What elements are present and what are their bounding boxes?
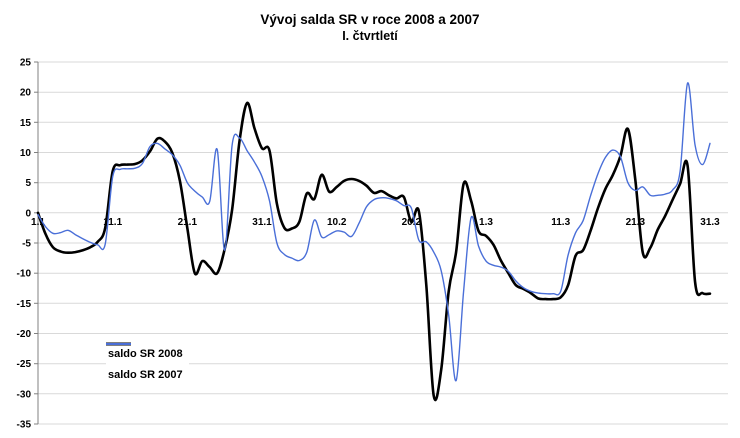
x-tick-label-11.3: 11.3 (551, 217, 570, 228)
x-tick-label-11.1: 11.1 (103, 217, 122, 228)
x-tick-label-1.1: 1.1 (31, 217, 45, 228)
y-tick-label-25: 25 (20, 58, 32, 69)
y-tick-label--5: -5 (22, 239, 31, 250)
chart-title: Vývoj salda SR v roce 2008 a 2007 (260, 12, 480, 27)
y-tick-label-10: 10 (20, 148, 32, 159)
y-tick-label--10: -10 (17, 269, 32, 280)
chart-subtitle: I. čtvrtletí (342, 29, 398, 43)
x-tick-label-10.2: 10.2 (327, 217, 347, 228)
legend: saldo SR 2008 saldo SR 2007 (106, 341, 189, 387)
y-tick-label-15: 15 (20, 118, 32, 129)
x-tick-label-31.3: 31.3 (700, 217, 720, 228)
y-tick-label--20: -20 (17, 329, 32, 340)
x-tick-label-31.1: 31.1 (252, 217, 272, 228)
y-tick-label-5: 5 (25, 178, 31, 189)
y-tick-label--30: -30 (17, 389, 32, 400)
y-tick-label-0: 0 (25, 208, 31, 219)
x-tick-label-21.3: 21.3 (626, 217, 646, 228)
series-line-saldo-SR-2007 (37, 82, 711, 382)
y-tick-label--35: -35 (17, 420, 32, 431)
y-tick-label-20: 20 (20, 88, 32, 99)
legend-item-saldo-2007: saldo SR 2007 (106, 343, 183, 385)
legend-label-2007: saldo SR 2007 (108, 368, 183, 381)
y-tick-label--15: -15 (17, 299, 32, 310)
y-tick-label--25: -25 (17, 359, 32, 370)
legend-line-sample-2007 (106, 343, 131, 345)
series-line-saldo-SR-2008 (36, 101, 712, 402)
chart-title-block: Vývoj salda SR v roce 2008 a 2007 I. čtv… (0, 11, 740, 44)
x-tick-label-1.3: 1.3 (479, 217, 493, 228)
legend-label-2008: saldo SR 2008 (108, 347, 183, 360)
